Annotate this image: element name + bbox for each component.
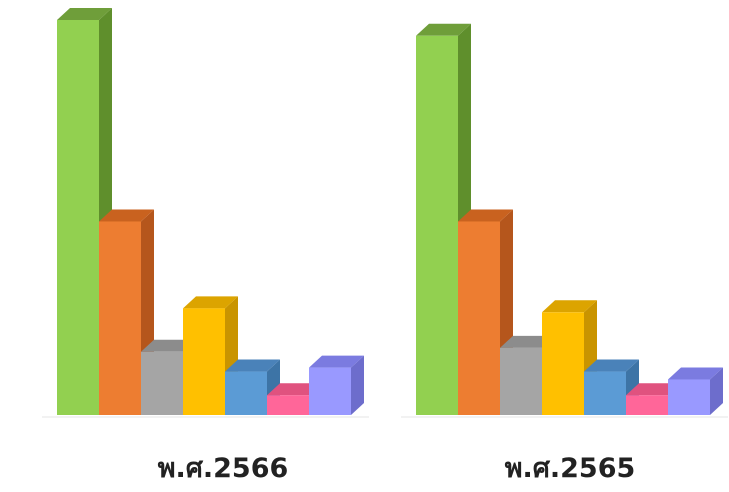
bar-top bbox=[626, 383, 681, 396]
bar-top bbox=[458, 209, 513, 222]
bar bbox=[309, 355, 364, 415]
bar-front bbox=[542, 312, 584, 415]
bar-front bbox=[626, 395, 668, 415]
bar-front bbox=[584, 371, 626, 415]
bar-front bbox=[500, 347, 542, 415]
bar-front bbox=[141, 351, 183, 415]
bar bbox=[225, 359, 280, 415]
bar-top bbox=[99, 209, 154, 222]
bar-front bbox=[416, 35, 458, 416]
bar-top bbox=[183, 296, 238, 309]
bar-group-0 bbox=[42, 8, 369, 418]
bar-front bbox=[668, 379, 710, 415]
bar-top bbox=[500, 335, 555, 348]
bar-top bbox=[267, 383, 322, 396]
group-label-2566: พ.ศ.2566 bbox=[157, 453, 289, 484]
bar-front bbox=[57, 20, 99, 415]
bar-front bbox=[309, 367, 351, 415]
bar-top bbox=[668, 367, 723, 380]
bar-top bbox=[584, 359, 639, 372]
bar-top bbox=[141, 339, 196, 352]
bar-front bbox=[99, 221, 141, 415]
bar-group-1 bbox=[401, 23, 728, 418]
bar-top bbox=[416, 23, 471, 36]
bar-top bbox=[57, 8, 112, 20]
bar-front bbox=[458, 221, 500, 415]
group-label-2565: พ.ศ.2565 bbox=[504, 453, 636, 484]
bar bbox=[668, 367, 723, 415]
bar-side bbox=[351, 355, 364, 415]
bar-top bbox=[225, 359, 280, 372]
bar-front bbox=[225, 371, 267, 415]
bar-front bbox=[183, 308, 225, 415]
bar-front bbox=[267, 395, 309, 415]
bar-top bbox=[542, 300, 597, 313]
bar-top bbox=[309, 355, 364, 368]
bar-side bbox=[710, 367, 723, 415]
